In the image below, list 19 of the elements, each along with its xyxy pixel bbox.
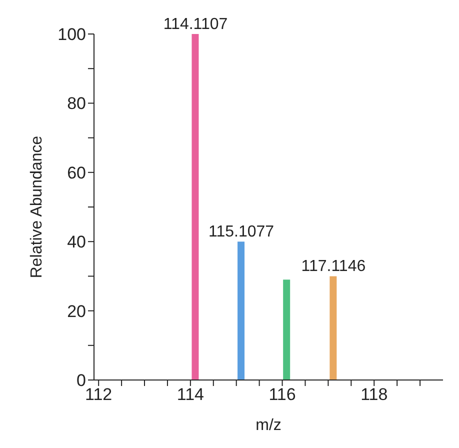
y-tick-label: 100: [58, 25, 86, 44]
annotation: 117.1146: [301, 258, 366, 276]
bar: [238, 242, 245, 380]
annotation: 114.1107: [163, 16, 228, 33]
x-tick-label: 118: [360, 385, 388, 404]
bar: [330, 276, 337, 380]
x-axis-title: m/z: [256, 417, 282, 434]
x-tick-label: 116: [268, 385, 296, 404]
bar: [192, 34, 199, 380]
annotation: 115.1077: [208, 224, 274, 241]
y-tick-label: 80: [67, 94, 86, 114]
bar: [283, 280, 290, 380]
y-tick-label: 0: [76, 371, 86, 390]
x-tick-label: 114: [176, 385, 204, 404]
y-tick-label: 40: [67, 232, 86, 252]
y-axis-title: Relative Abundance: [28, 136, 46, 278]
y-tick-label: 20: [67, 302, 86, 321]
x-tick-label: 112: [85, 385, 112, 404]
y-tick-label: 60: [67, 163, 86, 182]
